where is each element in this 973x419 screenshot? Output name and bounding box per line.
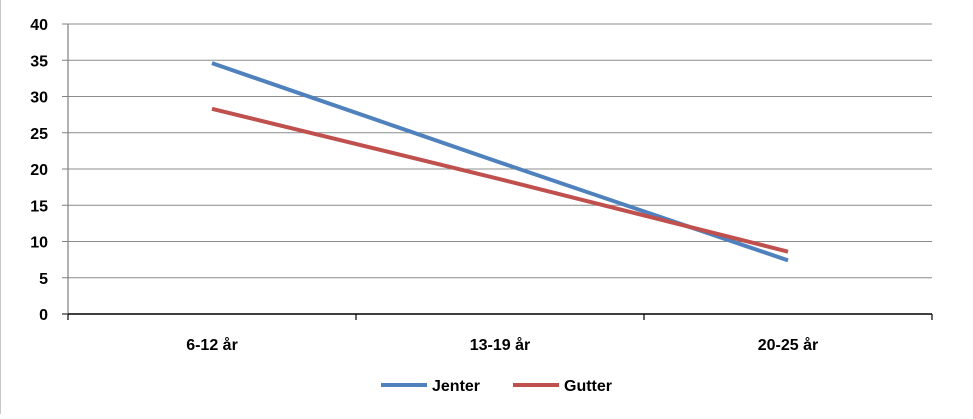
y-tick-label: 30 [30, 90, 48, 107]
y-tick-label: 40 [30, 17, 48, 34]
y-tick-label: 0 [39, 307, 48, 324]
x-tick-label: 13-19 år [470, 336, 531, 354]
series-lines [211, 61, 789, 263]
y-tick-label: 20 [30, 162, 48, 179]
legend-label-jenter: Jenter [432, 378, 480, 395]
y-tick-label: 15 [30, 198, 48, 215]
series-line-gutter [211, 106, 789, 254]
y-axis-tick-labels: 0 5 10 15 20 25 30 35 40 [30, 17, 48, 324]
y-tick-label: 10 [30, 235, 48, 252]
x-tick-label: 6-12 år [186, 336, 238, 354]
y-tick-label: 35 [30, 53, 48, 70]
legend: Jenter Gutter [381, 378, 612, 395]
legend-label-gutter: Gutter [564, 378, 612, 395]
x-axis-tick-labels: 6-12 år 13-19 år 20-25 år [186, 336, 818, 354]
x-tick-label: 20-25 år [758, 336, 819, 354]
gridlines [62, 23, 933, 320]
y-tick-label: 5 [39, 271, 48, 288]
frame-left-border [0, 0, 1, 414]
y-tick-label: 25 [30, 126, 48, 143]
